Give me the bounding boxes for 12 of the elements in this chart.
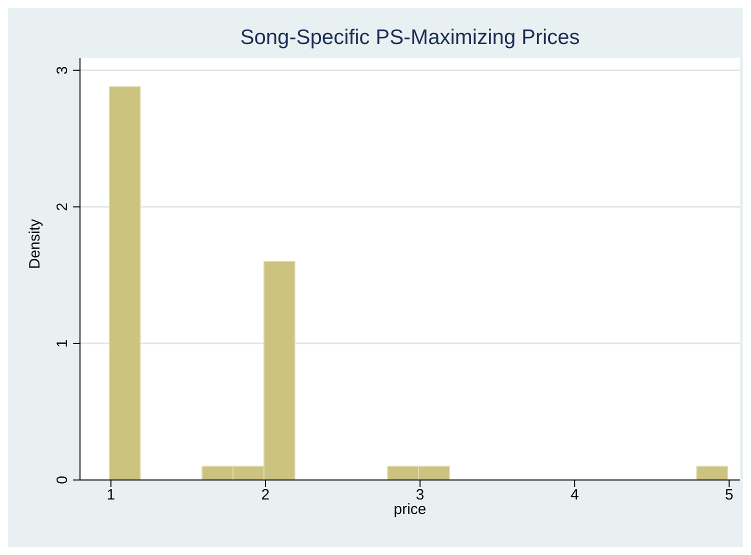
x-tick-label: 4	[570, 486, 579, 504]
chart-title: Song-Specific PS-Maximizing Prices	[239, 26, 581, 50]
y-tick-label: 3	[54, 66, 71, 74]
x-tick-label: 2	[261, 486, 270, 504]
y-tick-label: 2	[54, 202, 71, 212]
x-tick-label: 1	[106, 486, 116, 504]
y-axis-title: Density	[26, 218, 44, 269]
y-tick-label: 1	[54, 339, 71, 348]
y-tick-label: 0	[54, 476, 71, 484]
x-tick-label: 3	[416, 486, 424, 504]
x-tick-label: 5	[725, 486, 734, 504]
x-axis-title: price	[394, 501, 426, 518]
